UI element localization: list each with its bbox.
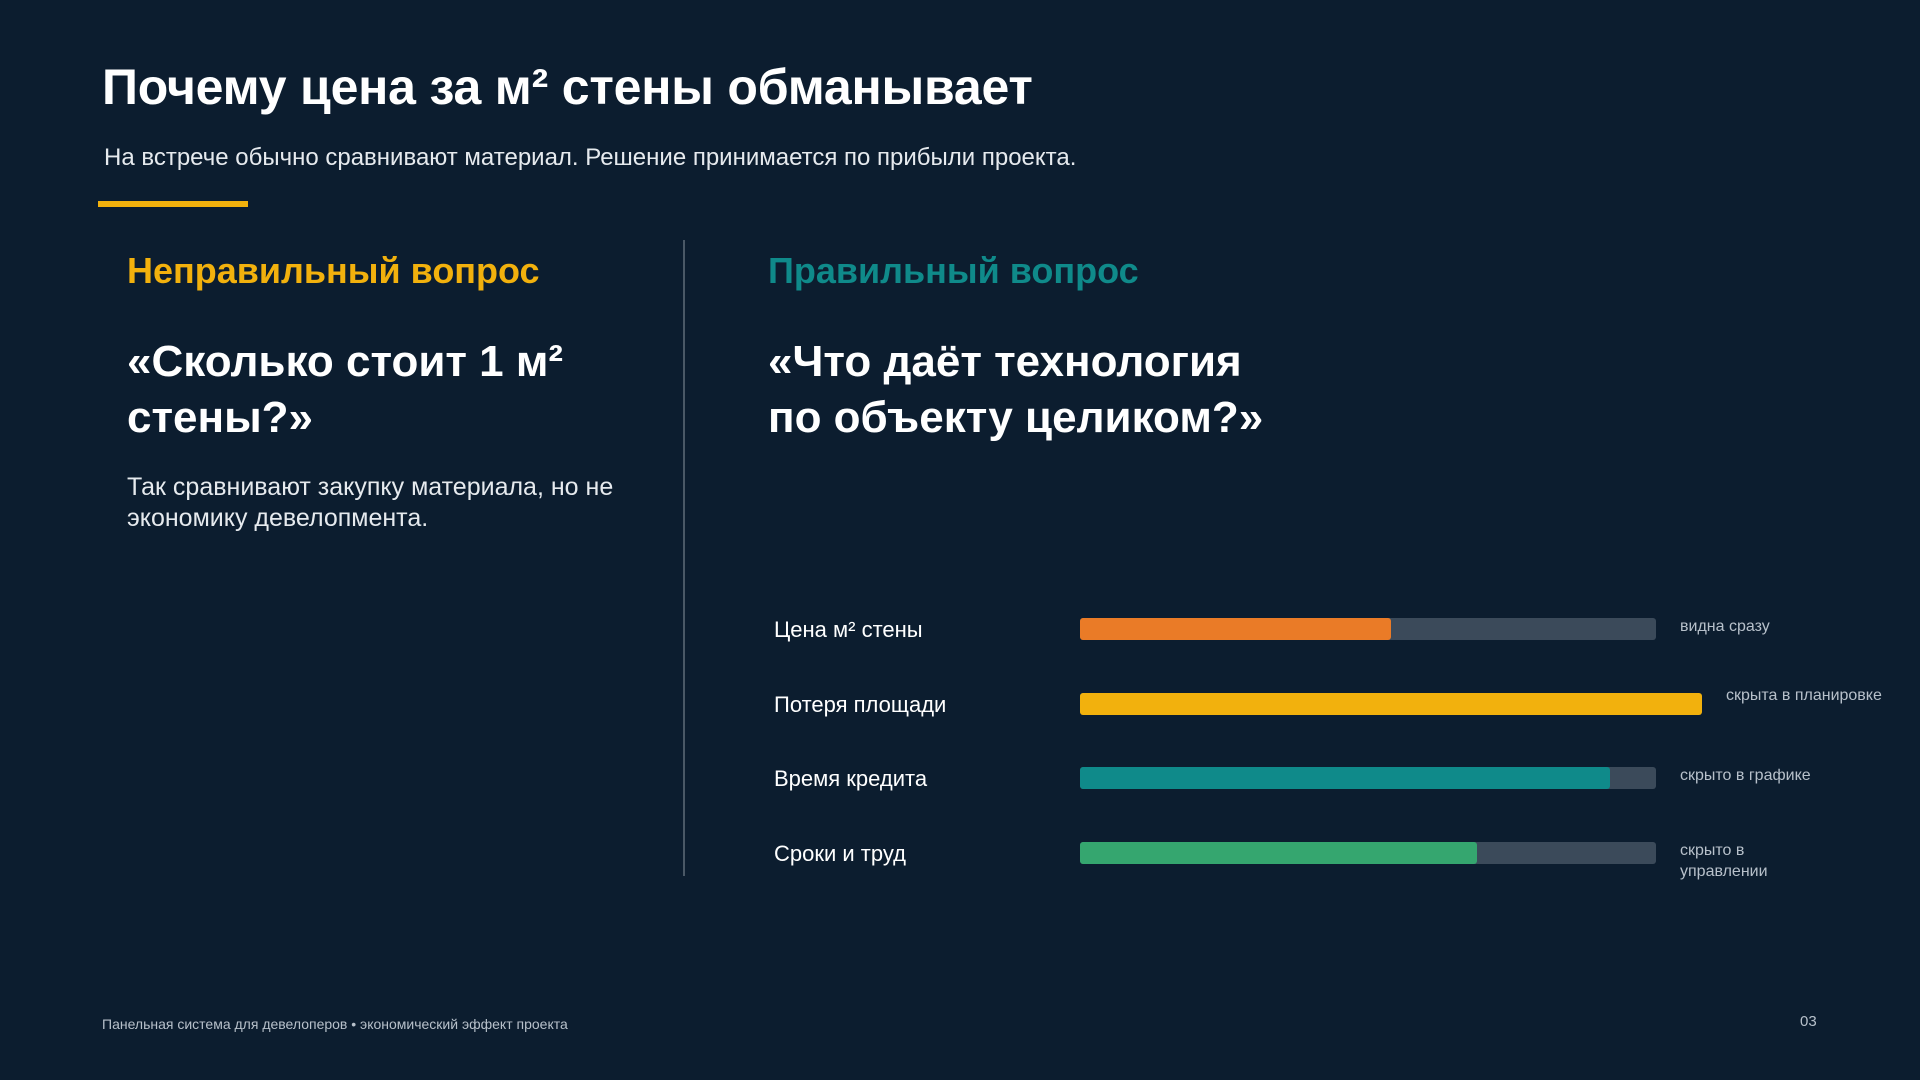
bar-row: Время кредита скрыто в графике [774,749,1894,809]
column-divider [683,240,685,876]
title-accent-line [98,201,248,207]
page-number: 03 [1800,1013,1817,1030]
bar-label: Сроки и труд [774,841,906,866]
right-question-heading: Правильный вопрос [768,250,1139,291]
wrong-question-text: «Сколько стоит 1 м² стены?» [127,337,564,442]
cost-visibility-bar-chart: Цена м² стены видна сразу Потеря площади ск… [774,600,1894,900]
bar-label: Потеря площади [774,692,947,717]
bar-fill [1080,767,1610,789]
bar-row: Сроки и труд скрыто в управлении [774,824,1894,884]
wrong-question-heading: Неправильный вопрос [127,250,540,291]
bar-note: скрыта в планировке [1726,687,1882,704]
bar-note: видна сразу [1680,618,1770,635]
bar-note: скрыто в графике [1680,767,1811,784]
bar-fill [1080,693,1702,715]
right-question-column: Правильный вопрос «Что даёт технология п… [768,250,1468,446]
bar-fill [1080,618,1391,640]
bar-label: Цена м² стены [774,617,923,642]
bar-label: Время кредита [774,766,928,791]
slide-title: Почему цена за м² стены обманывает [102,59,1033,115]
bar-row: Цена м² стены видна сразу [774,600,1894,660]
slide-subtitle: На встрече обычно сравнивают материал. Р… [104,144,1077,171]
footer-text: Панельная система для девелоперов • экон… [102,1016,568,1032]
right-question-text: «Что даёт технология по объекту целиком?… [768,337,1264,442]
wrong-question-description: Так сравнивают закупку материала, но не … [127,473,614,532]
bar-fill [1080,842,1477,864]
wrong-question-column: Неправильный вопрос «Сколько стоит 1 м² … [127,250,667,534]
bar-row: Потеря площади скрыта в планировке [774,675,1894,735]
bar-note: скрыто в управлении [1680,842,1768,880]
